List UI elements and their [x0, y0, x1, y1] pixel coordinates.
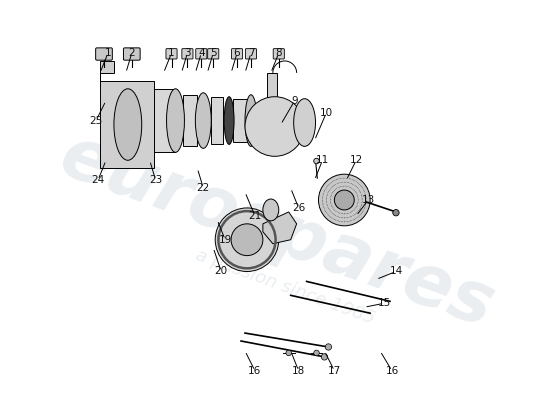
Circle shape: [215, 208, 279, 272]
Ellipse shape: [167, 89, 184, 152]
FancyBboxPatch shape: [126, 49, 138, 59]
Text: 17: 17: [328, 366, 341, 376]
Text: 6: 6: [234, 48, 240, 58]
FancyBboxPatch shape: [273, 49, 284, 59]
Text: 1: 1: [168, 48, 175, 58]
FancyBboxPatch shape: [96, 48, 112, 60]
PathPatch shape: [233, 99, 249, 142]
FancyBboxPatch shape: [208, 49, 219, 59]
Ellipse shape: [195, 93, 211, 148]
Ellipse shape: [224, 97, 234, 144]
Text: 15: 15: [377, 298, 390, 308]
Text: 21: 21: [248, 211, 262, 221]
FancyBboxPatch shape: [196, 49, 207, 59]
Text: 8: 8: [276, 48, 282, 58]
FancyBboxPatch shape: [245, 49, 256, 59]
Text: a passion since 1985: a passion since 1985: [192, 246, 377, 328]
Text: 25: 25: [90, 116, 103, 126]
Text: 18: 18: [292, 366, 305, 376]
Text: 13: 13: [361, 195, 375, 205]
Text: 22: 22: [197, 183, 210, 193]
Text: 26: 26: [292, 203, 305, 213]
Text: 14: 14: [389, 266, 403, 276]
PathPatch shape: [211, 97, 223, 144]
FancyBboxPatch shape: [98, 49, 109, 59]
Text: 2: 2: [129, 48, 135, 58]
Text: 10: 10: [320, 108, 333, 118]
Ellipse shape: [245, 95, 257, 146]
Text: 16: 16: [386, 366, 399, 376]
Text: 16: 16: [248, 366, 262, 376]
Text: 4: 4: [198, 48, 205, 58]
Circle shape: [231, 224, 263, 256]
PathPatch shape: [263, 212, 296, 244]
Text: 9: 9: [292, 96, 298, 106]
FancyBboxPatch shape: [123, 48, 140, 60]
Text: 24: 24: [91, 175, 104, 185]
PathPatch shape: [267, 73, 277, 99]
Text: 1: 1: [104, 48, 111, 58]
Text: eurospares: eurospares: [51, 121, 503, 342]
PathPatch shape: [184, 95, 197, 146]
PathPatch shape: [100, 61, 153, 168]
Ellipse shape: [114, 89, 142, 160]
Circle shape: [334, 190, 354, 210]
Text: 3: 3: [184, 48, 191, 58]
Circle shape: [314, 158, 320, 164]
Text: 7: 7: [248, 48, 254, 58]
Text: 5: 5: [210, 48, 217, 58]
Text: 12: 12: [350, 155, 363, 165]
Ellipse shape: [294, 99, 316, 146]
PathPatch shape: [153, 89, 175, 152]
FancyBboxPatch shape: [182, 49, 193, 59]
Text: 19: 19: [218, 235, 232, 245]
Text: 20: 20: [214, 266, 228, 276]
Circle shape: [393, 210, 399, 216]
Circle shape: [245, 97, 305, 156]
Circle shape: [325, 344, 332, 350]
Circle shape: [318, 174, 370, 226]
Circle shape: [314, 350, 320, 356]
Text: 11: 11: [316, 155, 329, 165]
FancyBboxPatch shape: [166, 49, 177, 59]
Circle shape: [321, 354, 328, 360]
Circle shape: [286, 350, 292, 356]
Text: 23: 23: [149, 175, 162, 185]
Ellipse shape: [263, 199, 279, 221]
FancyBboxPatch shape: [232, 49, 243, 59]
